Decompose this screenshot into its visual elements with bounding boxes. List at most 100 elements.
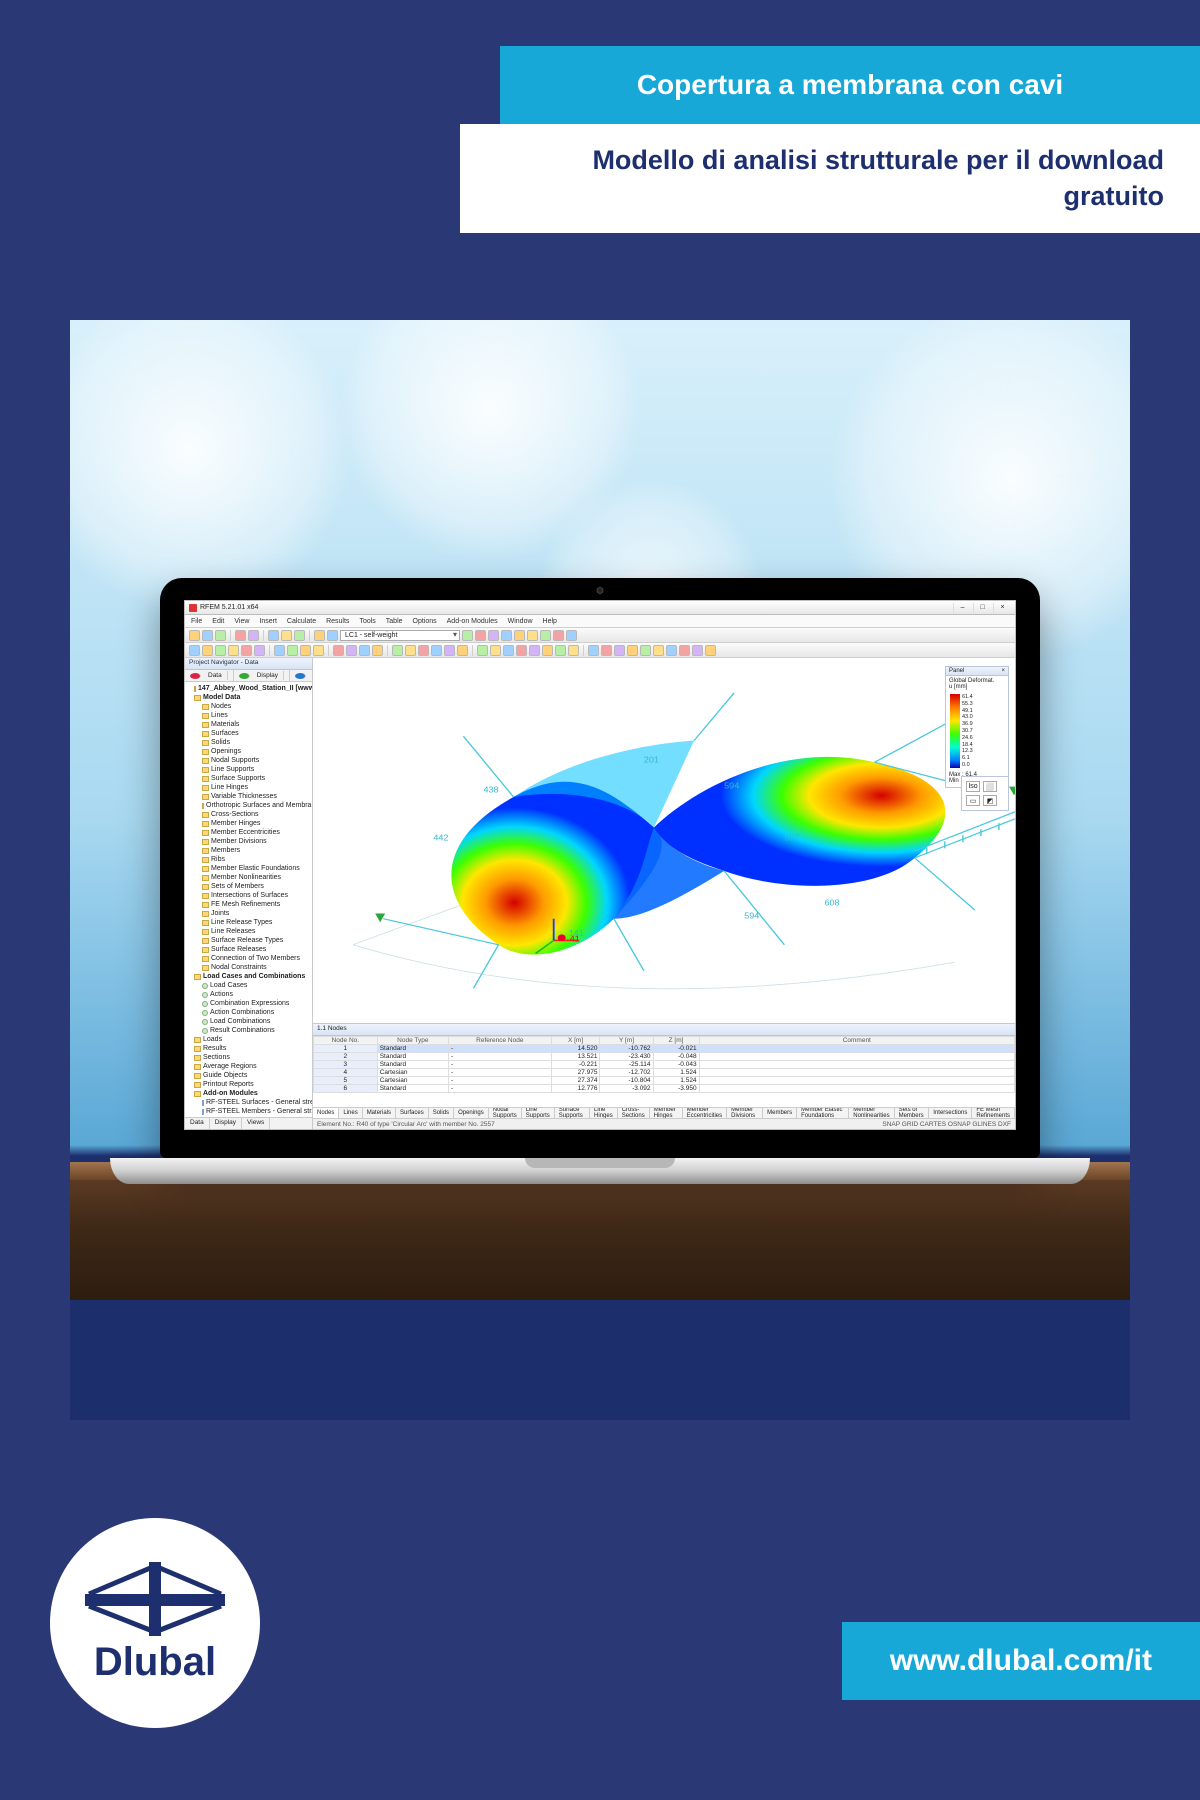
tree-item[interactable]: Line Releases bbox=[202, 927, 311, 936]
tree-item[interactable]: Variable Thicknesses bbox=[202, 792, 311, 801]
table-row[interactable]: 3Standard--0.221-25.114-0.043 bbox=[314, 1061, 1015, 1069]
close-button[interactable]: × bbox=[993, 603, 1011, 613]
grid-tab[interactable]: Member Nonlinearities bbox=[849, 1108, 894, 1118]
tree-item[interactable]: Line Hinges bbox=[202, 783, 311, 792]
nav-tab-display[interactable]: Display bbox=[234, 670, 290, 681]
menu-insert[interactable]: Insert bbox=[259, 618, 277, 625]
toolbar-button[interactable] bbox=[529, 645, 540, 656]
table-row[interactable]: 2Standard-13.521-23.430-0.048 bbox=[314, 1053, 1015, 1061]
toolbar-button[interactable] bbox=[418, 645, 429, 656]
nav-tab-data[interactable]: Data bbox=[185, 670, 234, 681]
toolbar-button[interactable] bbox=[488, 630, 499, 641]
model-canvas[interactable]: 41 44243859460859759414120160 Panel × bbox=[313, 658, 1015, 1023]
tree-item[interactable]: RF-STEEL Members - General str... bbox=[202, 1107, 311, 1116]
toolbar-button[interactable] bbox=[215, 645, 226, 656]
tree-item[interactable]: Guide Objects bbox=[194, 1071, 311, 1080]
toolbar-button[interactable] bbox=[372, 645, 383, 656]
tree-item[interactable]: Load Cases and Combinations bbox=[194, 972, 311, 981]
menu-table[interactable]: Table bbox=[386, 618, 403, 625]
toolbar-button[interactable] bbox=[359, 645, 370, 656]
tree-item[interactable]: Member Hinges bbox=[202, 819, 311, 828]
toolbar-button[interactable] bbox=[202, 630, 213, 641]
toolbar-button[interactable] bbox=[300, 645, 311, 656]
toolbar-button[interactable] bbox=[392, 645, 403, 656]
tree-item[interactable]: Surface Release Types bbox=[202, 936, 311, 945]
window-titlebar[interactable]: RFEM 5.21.01 x64 – □ × bbox=[185, 601, 1015, 615]
grid-tab[interactable]: Nodal Supports bbox=[489, 1108, 522, 1118]
tree-item[interactable]: Connection of Two Members bbox=[202, 954, 311, 963]
tree-item[interactable]: Average Regions bbox=[194, 1062, 311, 1071]
grid-tab[interactable]: Member Eccentricities bbox=[683, 1108, 727, 1118]
menu-add-on modules[interactable]: Add-on Modules bbox=[447, 618, 498, 625]
toolbar-button[interactable] bbox=[477, 645, 488, 656]
toolbar-button[interactable] bbox=[254, 645, 265, 656]
tree-item[interactable]: Action Combinations bbox=[202, 1008, 311, 1017]
tree-item[interactable]: Cross-Sections bbox=[202, 810, 311, 819]
toolbar-button[interactable] bbox=[501, 630, 512, 641]
toolbar-button[interactable] bbox=[346, 645, 357, 656]
minimize-button[interactable]: – bbox=[953, 603, 971, 613]
tree-item[interactable]: Members bbox=[202, 846, 311, 855]
toolbar-button[interactable] bbox=[189, 630, 200, 641]
toolbar-button[interactable] bbox=[542, 645, 553, 656]
tree-item[interactable]: Printout Reports bbox=[194, 1080, 311, 1089]
tree-item[interactable]: Line Release Types bbox=[202, 918, 311, 927]
grid-tab[interactable]: Solids bbox=[429, 1108, 454, 1118]
navigator-top-tabs[interactable]: DataDisplayViews bbox=[185, 670, 312, 682]
tree-item[interactable]: Member Nonlinearities bbox=[202, 873, 311, 882]
toolbar-button[interactable] bbox=[405, 645, 416, 656]
tree-item[interactable]: 147_Abbey_Wood_Station_II [www.sna... bbox=[194, 684, 311, 693]
table-row[interactable]: 6Standard-12.776-3.092-3.950 bbox=[314, 1085, 1015, 1093]
toolbar-button[interactable] bbox=[627, 645, 638, 656]
view-button[interactable]: ◩ bbox=[983, 795, 997, 806]
toolbar-button[interactable] bbox=[215, 630, 226, 641]
toolbar-button[interactable] bbox=[228, 645, 239, 656]
toolbar-button[interactable] bbox=[268, 630, 279, 641]
nav-bottom-tab[interactable]: Views bbox=[242, 1118, 270, 1129]
grid-tab[interactable]: Intersections bbox=[929, 1108, 972, 1118]
toolbar-button[interactable] bbox=[444, 645, 455, 656]
toolbar-button[interactable] bbox=[314, 630, 325, 641]
tree-item[interactable]: Actions bbox=[202, 990, 311, 999]
toolbar-primary[interactable]: LC1 - self-weight bbox=[185, 628, 1015, 643]
tree-item[interactable]: Surface Releases bbox=[202, 945, 311, 954]
tree-item[interactable]: Loads bbox=[194, 1035, 311, 1044]
tree-item[interactable]: Surfaces bbox=[202, 729, 311, 738]
toolbar-button[interactable] bbox=[287, 645, 298, 656]
menu-results[interactable]: Results bbox=[326, 618, 349, 625]
tree-item[interactable]: Sets of Members bbox=[202, 882, 311, 891]
toolbar-button[interactable] bbox=[241, 645, 252, 656]
loadcase-dropdown[interactable]: LC1 - self-weight bbox=[340, 630, 460, 641]
grid-tab[interactable]: Line Hinges bbox=[590, 1108, 618, 1118]
view-palette[interactable]: Iso ⬜ ▭ ◩ bbox=[961, 776, 1009, 811]
results-panel[interactable]: 1.1 Nodes Node No.Node TypeReference Nod… bbox=[313, 1023, 1015, 1118]
toolbar-button[interactable] bbox=[333, 645, 344, 656]
color-legend[interactable]: Panel × Global Deformat. u [mm] 61.455.3… bbox=[945, 666, 1009, 788]
menu-edit[interactable]: Edit bbox=[212, 618, 224, 625]
grid-tab[interactable]: Line Supports bbox=[522, 1108, 555, 1118]
grid-tab[interactable]: Sets of Members bbox=[895, 1108, 930, 1118]
tree-item[interactable]: Add-on Modules bbox=[194, 1089, 311, 1098]
grid-tab[interactable]: Members bbox=[763, 1108, 797, 1118]
tree-item[interactable]: Model Data bbox=[194, 693, 311, 702]
tree-item[interactable]: Load Combinations bbox=[202, 1017, 311, 1026]
menu-calculate[interactable]: Calculate bbox=[287, 618, 316, 625]
tree-item[interactable]: Nodal Supports bbox=[202, 756, 311, 765]
tree-item[interactable]: Nodal Constraints bbox=[202, 963, 311, 972]
tree-item[interactable]: Member Elastic Foundations bbox=[202, 864, 311, 873]
toolbar-button[interactable] bbox=[516, 645, 527, 656]
tree-item[interactable]: Solids bbox=[202, 738, 311, 747]
tree-item[interactable]: RF-STEEL Surfaces - General stress ... bbox=[202, 1098, 311, 1107]
grid-tab[interactable]: Cross-Sections bbox=[618, 1108, 650, 1118]
close-icon[interactable]: × bbox=[1001, 668, 1005, 674]
grid-tab[interactable]: Surfaces bbox=[396, 1108, 429, 1118]
grid-tab[interactable]: Materials bbox=[363, 1108, 396, 1118]
toolbar-button[interactable] bbox=[666, 645, 677, 656]
toolbar-button[interactable] bbox=[653, 645, 664, 656]
toolbar-button[interactable] bbox=[490, 645, 501, 656]
toolbar-button[interactable] bbox=[705, 645, 716, 656]
grid-tab[interactable]: Lines bbox=[339, 1108, 362, 1118]
tree-item[interactable]: Lines bbox=[202, 711, 311, 720]
toolbar-button[interactable] bbox=[248, 630, 259, 641]
toolbar-button[interactable] bbox=[462, 630, 473, 641]
